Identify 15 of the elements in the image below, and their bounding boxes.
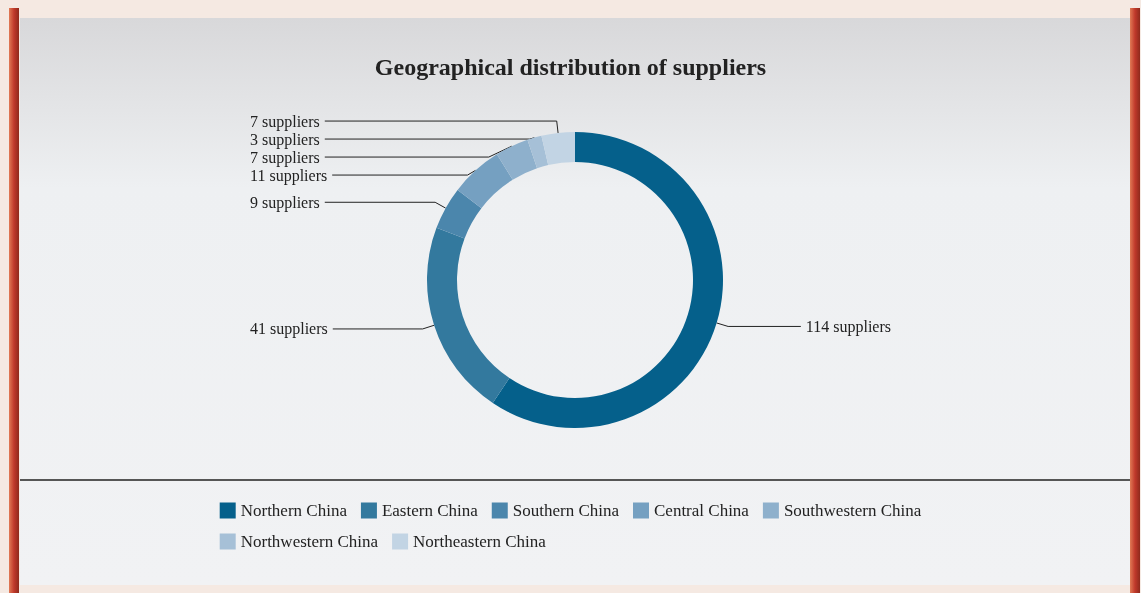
data-label: 41 suppliers bbox=[250, 320, 328, 339]
data-label: 3 suppliers bbox=[250, 130, 320, 149]
legend-label: Central China bbox=[654, 501, 750, 520]
legend-label: Northern China bbox=[240, 501, 348, 520]
data-label: 114 suppliers bbox=[805, 317, 891, 336]
data-label: 9 suppliers bbox=[250, 193, 320, 212]
legend-label: Eastern China bbox=[381, 501, 479, 520]
legend-label: Northeastern China bbox=[413, 532, 547, 551]
legend-label: Southwestern China bbox=[783, 501, 922, 520]
legend-label: Northwestern China bbox=[240, 532, 379, 551]
data-label: 7 suppliers bbox=[250, 148, 320, 167]
data-label: 11 suppliers bbox=[250, 166, 328, 185]
chart-title: Geographical distribution of suppliers bbox=[374, 54, 767, 80]
legend-label: Southern China bbox=[512, 501, 620, 520]
data-label: 7 suppliers bbox=[250, 112, 320, 131]
